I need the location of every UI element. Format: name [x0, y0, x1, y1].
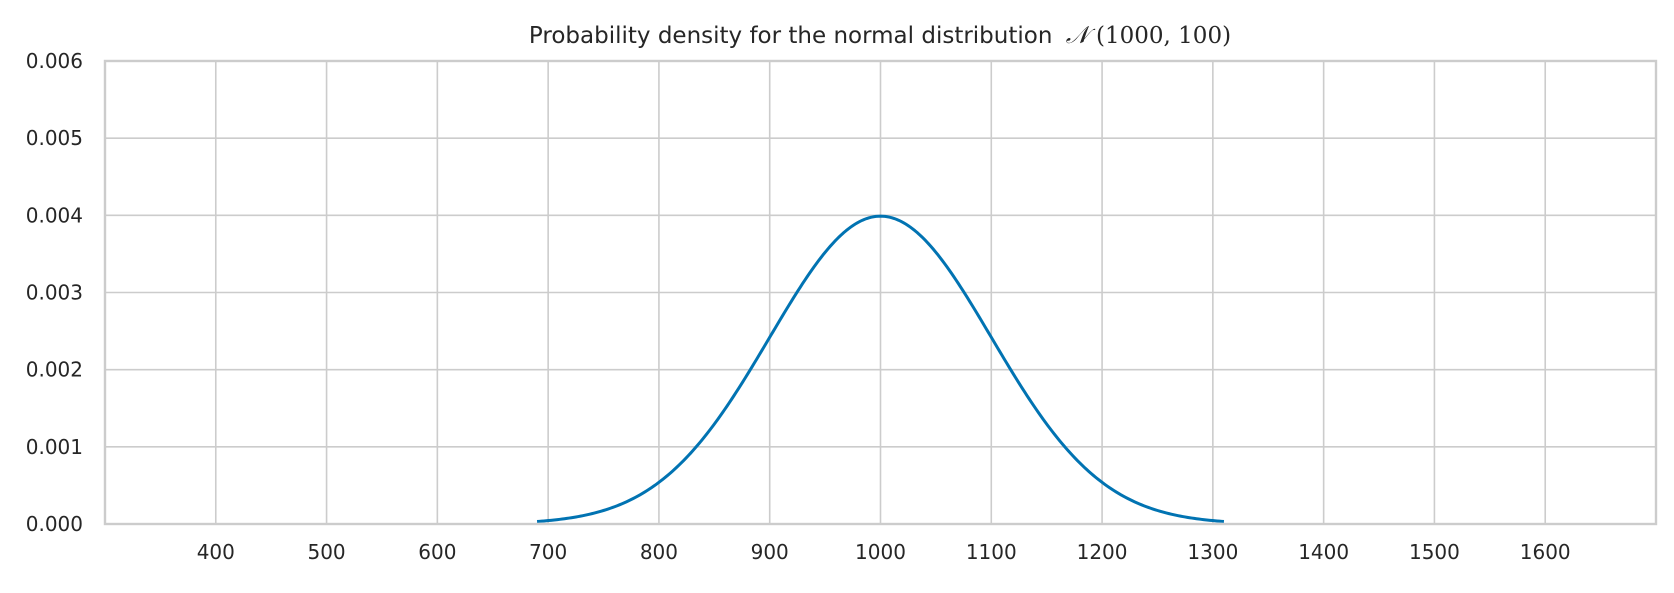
x-tick-label: 600	[418, 540, 456, 564]
density-curve	[536, 214, 1225, 523]
x-tick-label: 1200	[1077, 540, 1128, 564]
x-tick-label: 500	[307, 540, 345, 564]
x-tick-label: 1300	[1187, 540, 1238, 564]
plot-frame	[103, 59, 1658, 526]
x-tick-label: 1100	[966, 540, 1017, 564]
x-tick-label: 1400	[1298, 540, 1349, 564]
series-layer	[536, 214, 1225, 523]
y-tick-label: 0.001	[26, 435, 83, 459]
y-tick-label: 0.004	[26, 203, 83, 227]
x-tick-label: 700	[529, 540, 567, 564]
y-tick-label: 0.002	[26, 358, 83, 382]
y-tick-labels: 0.000 0.001 0.002 0.003 0.004 0.005 0.006	[26, 49, 83, 536]
chart-title: Probability density for the normal distr…	[529, 21, 1231, 49]
x-tick-label: 1500	[1409, 540, 1460, 564]
chart-title-math-script: 𝒩	[1066, 21, 1096, 49]
x-tick-label: 1600	[1520, 540, 1571, 564]
x-tick-labels: 400 500 600 700 800 900 1000 1100 1200 1300 1400 15…	[197, 540, 1571, 564]
x-tick-label: 800	[640, 540, 678, 564]
chart-title-math-args: (1000, 100)	[1096, 23, 1231, 49]
y-tick-label: 0.006	[26, 49, 83, 73]
chart-title-text: Probability density for the normal distr…	[529, 23, 1053, 49]
grid-layer	[105, 60, 1656, 525]
x-tick-label: 900	[751, 540, 789, 564]
y-tick-label: 0.000	[26, 512, 83, 536]
y-tick-label: 0.003	[26, 281, 83, 305]
y-tick-label: 0.005	[26, 126, 83, 150]
x-tick-label: 400	[197, 540, 235, 564]
x-tick-label: 1000	[855, 540, 906, 564]
